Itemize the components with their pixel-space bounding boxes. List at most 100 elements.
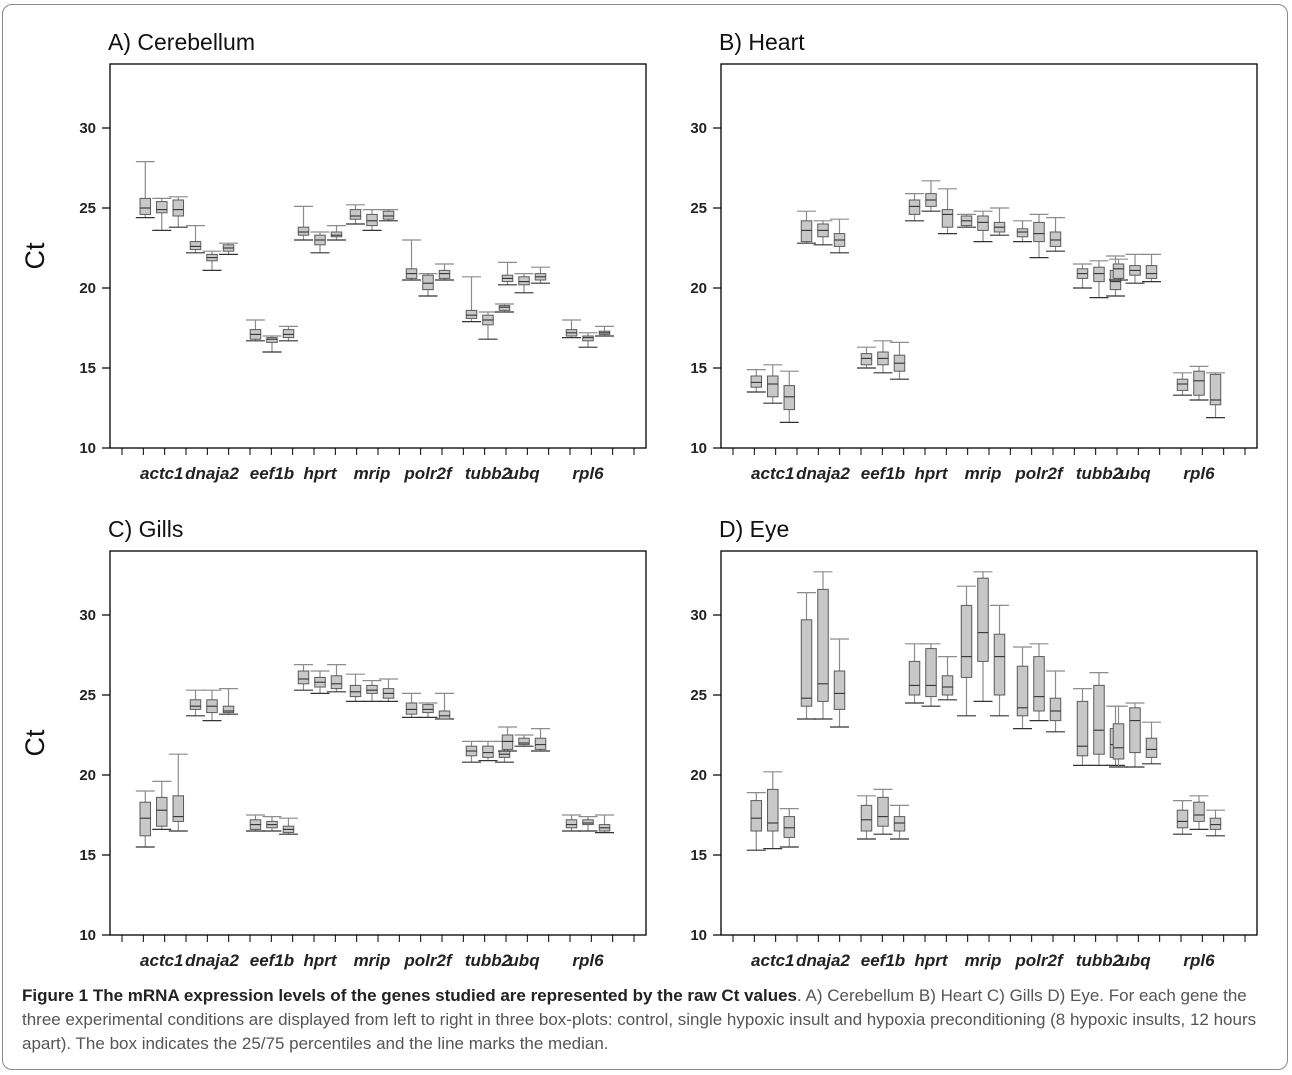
panel-4-box-eef1b-cond3-box [893, 816, 906, 832]
panel-2-category-label: actc1 [751, 464, 794, 483]
panel-1-box-mrip-cond1-box [349, 209, 362, 220]
panel-1-box-eef1b-cond3-box [282, 329, 295, 339]
panel-3-box-actc1-cond2-box [156, 796, 168, 827]
panel-4-category-label: actc1 [751, 951, 794, 970]
panel-1-category-label: actc1 [140, 464, 183, 483]
panel-2-box-tubb2-cond2-box [1093, 266, 1105, 283]
panel-4-category-label: eef1b [861, 951, 905, 970]
panel-3-title: C) Gills [108, 516, 183, 542]
panel-4-box-eef1b-cond1-box [860, 804, 873, 832]
panel-4-box-tubb2-cond2-box [1093, 684, 1105, 755]
panel-2-category-label: eef1b [861, 464, 905, 483]
panel-2-box-actc1-cond3-box [783, 385, 796, 411]
panel-3-box-ubq-cond1-box [501, 734, 514, 750]
panel-4-box-mrip-cond3-box [993, 633, 1006, 696]
panel-1-category-label: ubq [508, 464, 540, 483]
panel-3-box-ubq-cond3-box [534, 737, 547, 750]
panel-1-category-label: mrip [354, 464, 391, 483]
panel-3-box-polr2f-cond1-box [405, 702, 418, 715]
panel-1-box-tubb2-cond3-box [498, 305, 511, 311]
panel-3-y-tick-label: 25 [79, 687, 96, 704]
panel-3-category-label: dnaja2 [185, 951, 239, 970]
panel-1-box-hprt-cond3-box [330, 231, 343, 238]
panel-4-box-hprt-cond3-box [941, 675, 954, 696]
panel-1-box-mrip-cond2-box [366, 213, 378, 227]
panel-4-y-tick-label: 15 [690, 847, 707, 864]
panel-2-y-tick-label: 10 [690, 440, 707, 457]
panel-2-category-label: ubq [1119, 464, 1151, 483]
panel-2-category-label: polr2f [1014, 464, 1065, 483]
panel-3-y-tick-label: 30 [79, 607, 96, 624]
panel-4-y-tick-label: 30 [690, 607, 707, 624]
figure-frame [2, 4, 1288, 1070]
panel-3-y-axis-label: Ct [20, 729, 50, 756]
panel-4-box-actc1-cond3-box [783, 816, 796, 838]
panel-4-category-label: tubb2 [1076, 951, 1123, 970]
panel-1-y-tick-label: 10 [79, 440, 96, 457]
panel-4-box-tubb2-cond1-box [1076, 700, 1089, 757]
panel-2-box-dnaja2-cond1-box [800, 220, 813, 243]
panel-2-y-tick-label: 15 [690, 360, 707, 377]
panel-2-box-actc1-cond1-box [750, 375, 763, 388]
panel-3-box-polr2f-cond2-box [422, 704, 434, 714]
panel-4-box-eef1b-cond2-box [877, 796, 889, 827]
panel-2-box-rpl6-cond3-box [1209, 373, 1222, 406]
panel-4-y-tick-label: 20 [690, 767, 707, 784]
panel-1-category-label: eef1b [250, 464, 294, 483]
panel-4-box-hprt-cond2-box [925, 648, 937, 698]
panel-3-box-rpl6-cond1-box [565, 819, 578, 829]
panel-2-category-label: mrip [965, 464, 1002, 483]
panel-2-box-hprt-cond1-box [908, 199, 921, 215]
panel-1-plot-frame [109, 63, 647, 449]
panel-3-box-actc1-cond3-box [172, 795, 185, 822]
panel-3-box-tubb2-cond2-box [482, 745, 494, 758]
panel-3-box-dnaja2-cond1-box [189, 699, 202, 710]
panel-1-category-label: hprt [303, 464, 337, 483]
panel-4-box-hprt-cond1-box [908, 660, 921, 696]
panel-2-box-rpl6-cond1-box [1176, 378, 1189, 391]
panel-4-box-rpl6-cond3-box [1209, 817, 1222, 830]
panel-2-title: B) Heart [719, 29, 805, 55]
panel-1-y-tick-label: 15 [79, 360, 96, 377]
panel-2-y-tick-label: 20 [690, 280, 707, 297]
panel-4-title: D) Eye [719, 516, 789, 542]
panel-4-box-polr2f-cond2-box [1033, 656, 1045, 712]
panel-1-box-hprt-cond1-box [297, 226, 310, 236]
panel-3-y-tick-label: 20 [79, 767, 96, 784]
panel-4-category-label: ubq [1119, 951, 1151, 970]
panel-2-plot-frame [720, 63, 1258, 449]
panel-4-box-rpl6-cond1-box [1176, 809, 1189, 829]
panel-3-category-label: mrip [354, 951, 391, 970]
panel-4-category-label: rpl6 [1183, 951, 1215, 970]
panel-1-box-dnaja2-cond1-box [189, 241, 202, 251]
panel-3-y-tick-label: 15 [79, 847, 96, 864]
panel-2-box-eef1b-cond1-box [860, 353, 873, 366]
panel-4-box-polr2f-cond3-box [1049, 697, 1062, 722]
panel-4-box-dnaja2-cond2-box [817, 588, 829, 702]
panel-3-box-mrip-cond1-box [349, 684, 362, 698]
panel-2-box-polr2f-cond2-box [1033, 221, 1045, 243]
panel-4-y-tick-label: 10 [690, 927, 707, 944]
panel-3-box-hprt-cond3-box [330, 675, 343, 690]
panel-1-category-label: dnaja2 [185, 464, 239, 483]
panel-4-box-ubq-cond3-box [1145, 737, 1158, 758]
panel-1-box-polr2f-cond2-box [422, 274, 434, 291]
panel-3-box-ubq-cond2-box [518, 737, 530, 746]
panel-4-category-label: dnaja2 [796, 951, 850, 970]
panel-2-box-mrip-cond2-box [977, 215, 989, 231]
panel-1-category-label: tubb2 [465, 464, 512, 483]
panel-4-category-label: hprt [914, 951, 948, 970]
panel-2-box-ubq-cond3-box [1145, 265, 1158, 279]
panel-2-box-hprt-cond3-box [941, 209, 954, 228]
panel-1-category-label: rpl6 [572, 464, 604, 483]
panel-4-plot-frame [720, 550, 1258, 936]
panel-4-box-actc1-cond1-box [750, 800, 763, 832]
panel-3-box-polr2f-cond3-box [438, 710, 451, 720]
panel-3-category-label: ubq [508, 951, 540, 970]
panel-3-category-label: eef1b [250, 951, 294, 970]
panel-3-box-actc1-cond1-box [139, 801, 152, 837]
panel-4-y-tick-label: 25 [690, 687, 707, 704]
panel-4-box-ubq-cond2-box [1129, 707, 1141, 754]
panel-4-box-dnaja2-cond1-box [800, 619, 813, 707]
